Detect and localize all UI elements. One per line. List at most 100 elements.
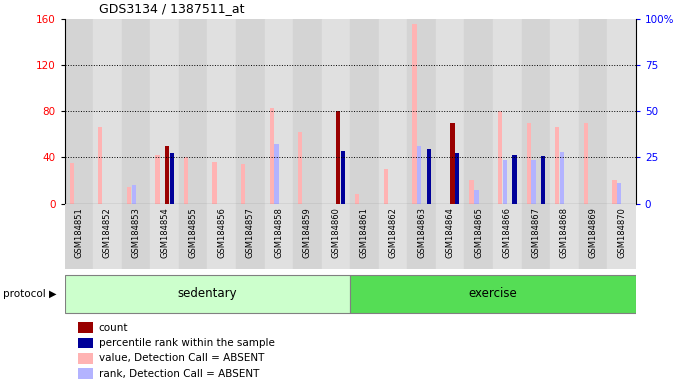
Bar [212,162,217,204]
Bar [550,204,579,269]
Bar [379,19,407,204]
Bar [412,24,417,204]
Bar [169,153,174,204]
Bar [65,204,93,269]
Text: GDS3134 / 1387511_at: GDS3134 / 1387511_at [99,2,244,15]
Bar [355,194,360,204]
Text: percentile rank within the sample: percentile rank within the sample [99,338,275,348]
Bar [522,204,550,269]
Bar [612,180,617,204]
Bar [274,144,279,204]
Bar [503,160,507,204]
Bar [522,19,550,204]
Bar [455,153,460,204]
Bar [269,108,274,204]
Text: GSM184870: GSM184870 [617,207,626,258]
Text: GSM184868: GSM184868 [560,207,569,258]
Text: GSM184854: GSM184854 [160,207,169,258]
Bar [207,204,236,269]
Text: GSM184866: GSM184866 [503,207,512,258]
Bar [407,19,436,204]
Bar [207,19,236,204]
Bar [236,19,265,204]
Text: GSM184856: GSM184856 [217,207,226,258]
Bar [555,127,560,204]
Bar [550,19,579,204]
Text: value, Detection Call = ABSENT: value, Detection Call = ABSENT [99,353,264,363]
Text: GSM184853: GSM184853 [131,207,141,258]
Bar [155,155,160,204]
Bar [493,204,522,269]
Bar [93,19,122,204]
Bar [293,19,322,204]
Bar [464,204,493,269]
Bar [165,146,169,204]
Bar [450,123,455,204]
Bar [579,204,607,269]
Bar [350,19,379,204]
Text: GSM184855: GSM184855 [188,207,198,258]
Bar [474,190,479,204]
Bar [607,204,636,269]
Bar [322,19,350,204]
Bar [541,156,545,204]
Bar [98,127,103,204]
Bar [607,19,636,204]
Text: sedentary: sedentary [177,287,237,300]
Text: GSM184862: GSM184862 [388,207,398,258]
Text: GSM184860: GSM184860 [331,207,341,258]
Bar [493,19,522,204]
Bar [241,164,245,204]
Bar [69,163,74,204]
Bar [236,204,265,269]
Bar [560,152,564,204]
Bar [350,275,636,313]
Bar [184,157,188,204]
Text: ▶: ▶ [49,289,56,299]
Bar [179,204,207,269]
Bar [150,204,179,269]
Bar [526,123,531,204]
Bar [384,169,388,204]
Text: exercise: exercise [469,287,517,300]
Bar [131,185,136,204]
Bar [469,180,474,204]
Bar [336,111,341,204]
Bar [341,151,345,204]
Bar [531,160,536,204]
Text: protocol: protocol [3,289,46,299]
Bar [350,204,379,269]
Bar [122,204,150,269]
Text: rank, Detection Call = ABSENT: rank, Detection Call = ABSENT [99,369,259,379]
Bar [265,19,293,204]
Bar [498,111,503,204]
Text: GSM184861: GSM184861 [360,207,369,258]
Bar [322,204,350,269]
Bar [464,19,493,204]
Bar [436,19,464,204]
Bar [65,275,350,313]
Text: GSM184864: GSM184864 [445,207,455,258]
Bar [293,204,322,269]
Bar [265,204,293,269]
Text: GSM184851: GSM184851 [74,207,84,258]
Bar [407,204,436,269]
Text: GSM184863: GSM184863 [417,207,426,258]
Bar [583,123,588,204]
Bar [93,204,122,269]
Bar [579,19,607,204]
Bar [126,187,131,204]
Bar [426,149,431,204]
Text: GSM184857: GSM184857 [245,207,255,258]
Text: GSM184869: GSM184869 [588,207,598,258]
Bar [417,146,422,204]
Bar [379,204,407,269]
Text: GSM184867: GSM184867 [531,207,541,258]
Bar [179,19,207,204]
Text: GSM184858: GSM184858 [274,207,284,258]
Text: count: count [99,323,128,333]
Bar [150,19,179,204]
Bar [65,19,93,204]
Text: GSM184859: GSM184859 [303,207,312,258]
Bar [617,183,622,204]
